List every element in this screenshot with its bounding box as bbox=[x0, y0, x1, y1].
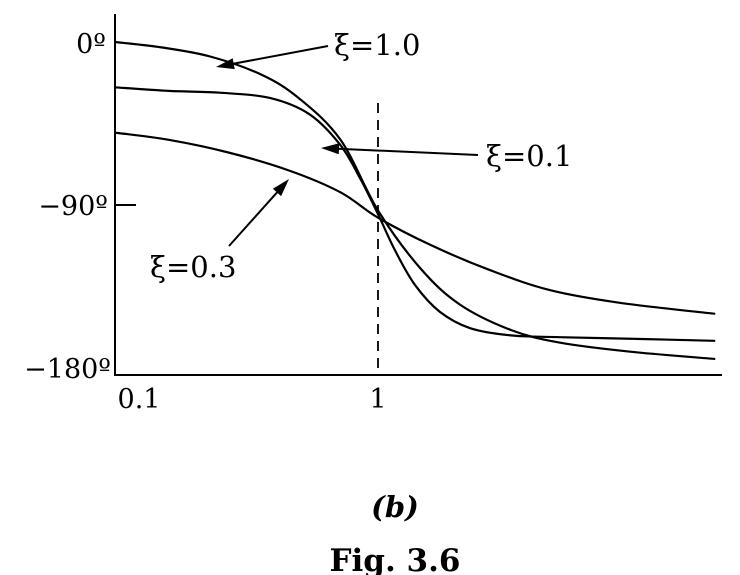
annotation-arrowhead bbox=[321, 143, 340, 155]
y-tick-label-minus180: −180º bbox=[24, 354, 111, 385]
x-tick-label-0.1: 0.1 bbox=[118, 384, 161, 415]
annotation-arrow-line bbox=[228, 186, 283, 247]
y-tick-label-minus90: −90º bbox=[38, 191, 108, 222]
phase-curve-xi-0.1 bbox=[113, 86, 716, 342]
annotation-arrowhead bbox=[272, 179, 289, 197]
figure-caption: Fig. 3.6 bbox=[329, 543, 461, 575]
annotation-arrow-line bbox=[331, 147, 479, 156]
annotation-label-xi-1.0: ξ=1.0 bbox=[334, 28, 420, 62]
phase-curves-group bbox=[113, 40, 716, 360]
x-tick-label-1: 1 bbox=[369, 384, 386, 415]
subfigure-label: (b) bbox=[371, 490, 419, 524]
annotation-arrowhead bbox=[216, 58, 235, 70]
y-tick-label-0: 0º bbox=[76, 29, 106, 60]
annotation-label-xi-0.3: ξ=0.3 bbox=[150, 250, 236, 284]
phase-curve-xi-1.0 bbox=[113, 40, 716, 360]
phase-curve-xi-0.3 bbox=[113, 131, 716, 315]
annotation-label-xi-0.1: ξ=0.1 bbox=[486, 139, 572, 173]
annotation-arrow-line bbox=[226, 45, 329, 66]
annotation-arrows-group bbox=[216, 45, 479, 247]
